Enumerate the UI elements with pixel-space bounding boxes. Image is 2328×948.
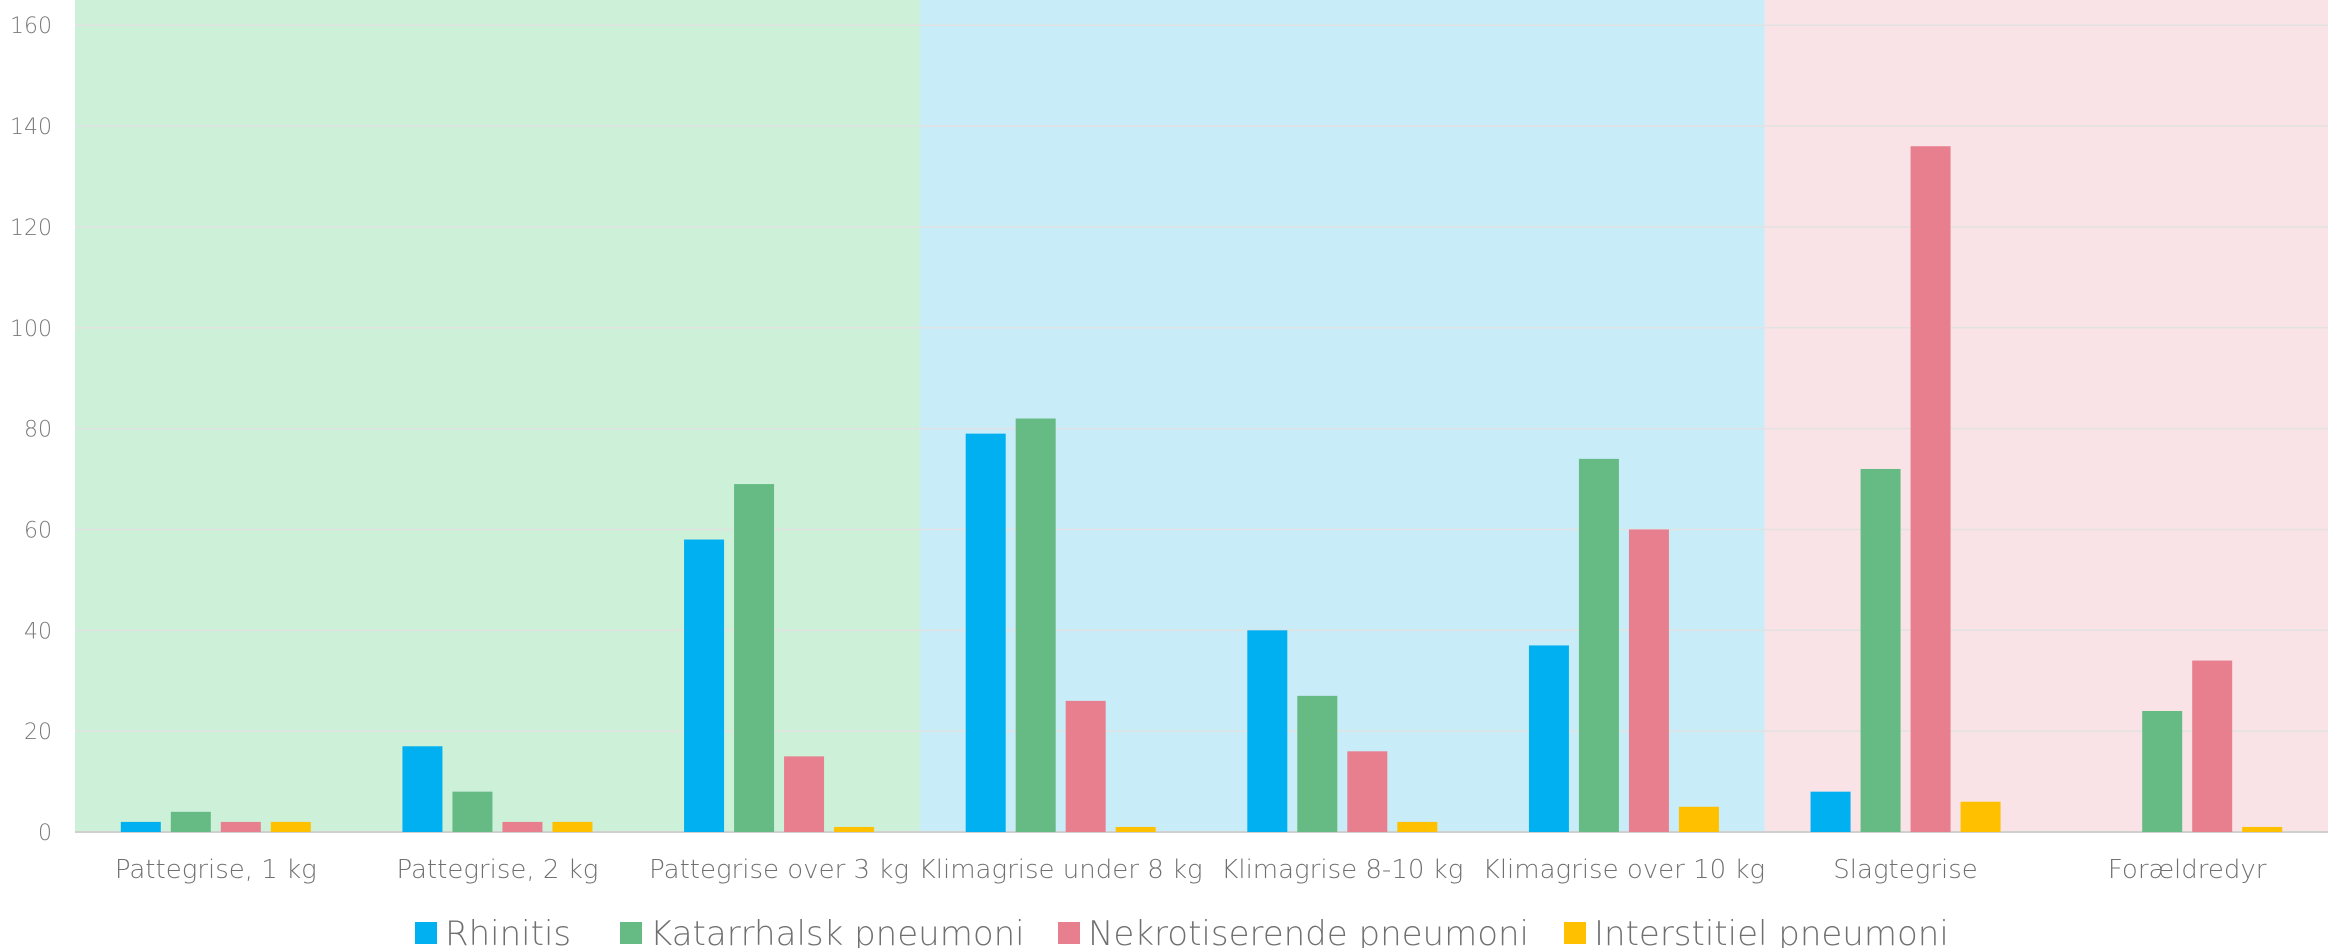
bar bbox=[170, 811, 211, 832]
legend-swatch bbox=[415, 922, 437, 944]
bar bbox=[1247, 630, 1288, 832]
bar bbox=[734, 484, 775, 832]
y-tick-label: 120 bbox=[10, 216, 52, 241]
x-tick-label: Klimagrise 8-10 kg bbox=[1221, 855, 1463, 885]
background-bands bbox=[75, 0, 2328, 832]
bar bbox=[120, 821, 161, 832]
bar bbox=[2142, 710, 2183, 832]
bar bbox=[270, 821, 311, 832]
background-band bbox=[1764, 0, 2328, 832]
bar bbox=[1015, 418, 1056, 832]
gridlines bbox=[75, 24, 2328, 732]
x-tick-label: Slagtegrise bbox=[1833, 855, 1978, 885]
legend: Rhinitis Katarrhalsk pneumoni Nekrotiseren… bbox=[415, 914, 1949, 948]
bar bbox=[1297, 695, 1338, 832]
bar bbox=[1910, 146, 1951, 833]
bars bbox=[120, 146, 2283, 833]
legend-swatch bbox=[1564, 922, 1586, 944]
x-tick-label: Pattegrise over 3 kg bbox=[649, 855, 909, 885]
legend-label: Interstitiel pneumoni bbox=[1594, 914, 1949, 948]
bar bbox=[2242, 826, 2283, 832]
x-tick-label: Pattegrise, 2 kg bbox=[396, 855, 598, 885]
y-tick-label: 60 bbox=[24, 518, 52, 543]
y-tick-label: 160 bbox=[10, 14, 52, 39]
legend-label: Nekrotiserende pneumoni bbox=[1088, 914, 1529, 948]
y-axis: 0 20 40 60 80 100 120 140 160 bbox=[10, 14, 52, 846]
bar bbox=[1347, 751, 1388, 832]
bar bbox=[1810, 791, 1851, 832]
bar bbox=[1115, 826, 1156, 832]
y-tick-label: 80 bbox=[24, 418, 52, 443]
y-tick-label: 0 bbox=[38, 821, 52, 846]
bar bbox=[1397, 821, 1438, 832]
x-axis-labels: Pattegrise, 1 kg Pattegrise, 2 kg Pattegri… bbox=[115, 855, 2267, 885]
bar bbox=[834, 826, 875, 832]
bar bbox=[965, 433, 1006, 832]
y-tick-label: 100 bbox=[10, 317, 52, 342]
bar bbox=[784, 756, 825, 832]
legend-swatch bbox=[1058, 922, 1080, 944]
bar bbox=[2192, 660, 2233, 832]
background-band bbox=[919, 0, 1765, 832]
x-tick-label: Forældredyr bbox=[2108, 855, 2267, 885]
x-tick-label: Klimagrise under 8 kg bbox=[919, 855, 1203, 885]
x-tick-label: Pattegrise, 1 kg bbox=[115, 855, 317, 885]
bar bbox=[552, 821, 593, 832]
bar bbox=[1860, 468, 1901, 832]
bar bbox=[1528, 645, 1569, 832]
legend-label: Rhinitis bbox=[445, 914, 571, 948]
bar bbox=[1678, 806, 1719, 832]
background-band bbox=[75, 0, 920, 832]
bar bbox=[684, 539, 725, 832]
bar bbox=[502, 821, 543, 832]
y-tick-label: 140 bbox=[10, 115, 52, 140]
bar bbox=[402, 746, 443, 832]
bar bbox=[452, 791, 493, 832]
bar bbox=[1065, 700, 1106, 832]
bar bbox=[1960, 801, 2001, 832]
x-tick-label: Klimagrise over 10 kg bbox=[1483, 855, 1765, 885]
bar bbox=[220, 821, 261, 832]
legend-swatch bbox=[620, 922, 642, 944]
bar bbox=[1578, 458, 1619, 832]
y-tick-label: 40 bbox=[24, 619, 52, 644]
y-tick-label: 20 bbox=[24, 720, 52, 745]
legend-label: Katarrhalsk pneumoni bbox=[650, 914, 1025, 948]
bar bbox=[1628, 529, 1669, 832]
